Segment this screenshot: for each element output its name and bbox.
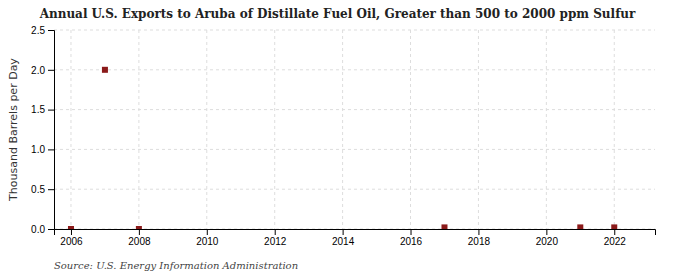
y-tick: 2.5 [31, 25, 54, 36]
x-tick: 2012 [264, 229, 287, 247]
grid-line-x [546, 30, 547, 229]
x-tick-label: 2018 [468, 236, 491, 247]
grid [54, 30, 655, 229]
x-tick-mark [546, 229, 547, 235]
point [102, 67, 108, 73]
x-tick-label: 2012 [264, 236, 287, 247]
x-tick-label: 2010 [196, 236, 219, 247]
grid-line-y [54, 189, 655, 190]
x-tick: 2018 [468, 229, 491, 247]
source: Source: U.S. Energy Information Administ… [54, 260, 298, 271]
point [441, 224, 447, 229]
grid-line-x [614, 30, 615, 229]
x-tick-label: 2006 [60, 236, 83, 247]
x-tick-mark [343, 229, 344, 235]
point [68, 226, 74, 229]
x-tick: 2022 [604, 229, 627, 247]
y-tick-mark [48, 70, 54, 71]
x-tick-mark [411, 229, 412, 235]
y-tick: 2.0 [31, 65, 54, 76]
y-tick-mark [48, 189, 54, 190]
y-tick-label: 0.0 [31, 224, 45, 235]
points [68, 67, 617, 229]
point [611, 224, 617, 229]
grid-line-y [54, 109, 655, 110]
title: Annual U.S. Exports to Aruba of Distilla… [39, 7, 636, 21]
y-tick: 1.5 [31, 104, 54, 115]
y-tick-label: 1.5 [31, 104, 45, 115]
x-tick: 2008 [128, 229, 151, 247]
x-tick-mark [71, 229, 72, 235]
x-tick: 2006 [60, 229, 83, 247]
x-tick-label: 2014 [332, 236, 355, 247]
x-tick: 2020 [536, 229, 559, 247]
y-tick-label: 2.5 [31, 25, 45, 36]
point [577, 224, 583, 229]
x-tick-label: 2020 [536, 236, 559, 247]
grid-line-x [342, 30, 343, 229]
y-axis: 0.0 0.5 1.0 1.5 2.0 2.5 [31, 25, 54, 235]
x-tick: 2010 [196, 229, 219, 247]
x-tick-label: 2008 [128, 236, 151, 247]
grid-line-y [54, 69, 655, 70]
chart: 2006200820102012201420162018202020220.00… [0, 0, 675, 275]
y-tick: 0.0 [31, 224, 54, 235]
grid-line-x [70, 30, 71, 229]
grid-line-x [410, 30, 411, 229]
grid-line-x [206, 30, 207, 229]
y-axis-title: Thousand Barrels per Day [7, 58, 20, 202]
grid-line-x [274, 30, 275, 229]
x-axis-line [55, 230, 656, 236]
y-tick-label: 1.0 [31, 144, 45, 155]
y-tick: 1.0 [31, 144, 54, 155]
x-tick-label: 2016 [400, 236, 423, 247]
y-tick-mark [48, 110, 54, 111]
grid-line-y [54, 30, 655, 31]
y-tick-mark [48, 30, 54, 31]
y-tick-mark [48, 229, 54, 230]
x-tick-mark [275, 229, 276, 235]
point [136, 226, 142, 229]
x-tick-mark [478, 229, 479, 235]
grid-line-x [478, 30, 479, 229]
x-tick: 2016 [400, 229, 423, 247]
x-tick-mark [614, 229, 615, 235]
x-tick-label: 2022 [604, 236, 627, 247]
x-tick-mark [139, 229, 140, 235]
x-axis: 2006 2008 2010 2012 2014 2016 2018 2020 2022 [55, 229, 656, 247]
grid-line-x [138, 30, 139, 229]
grid-line-y [54, 149, 655, 150]
y-tick-label: 2.0 [31, 65, 45, 76]
x-tick-mark [207, 229, 208, 235]
y-tick-mark [48, 149, 54, 150]
y-tick: 0.5 [31, 184, 54, 195]
y-tick-label: 0.5 [31, 184, 45, 195]
x-tick: 2014 [332, 229, 355, 247]
plot: 2006200820102012201420162018202020220.00… [31, 25, 655, 247]
y-axis-line [48, 31, 55, 230]
